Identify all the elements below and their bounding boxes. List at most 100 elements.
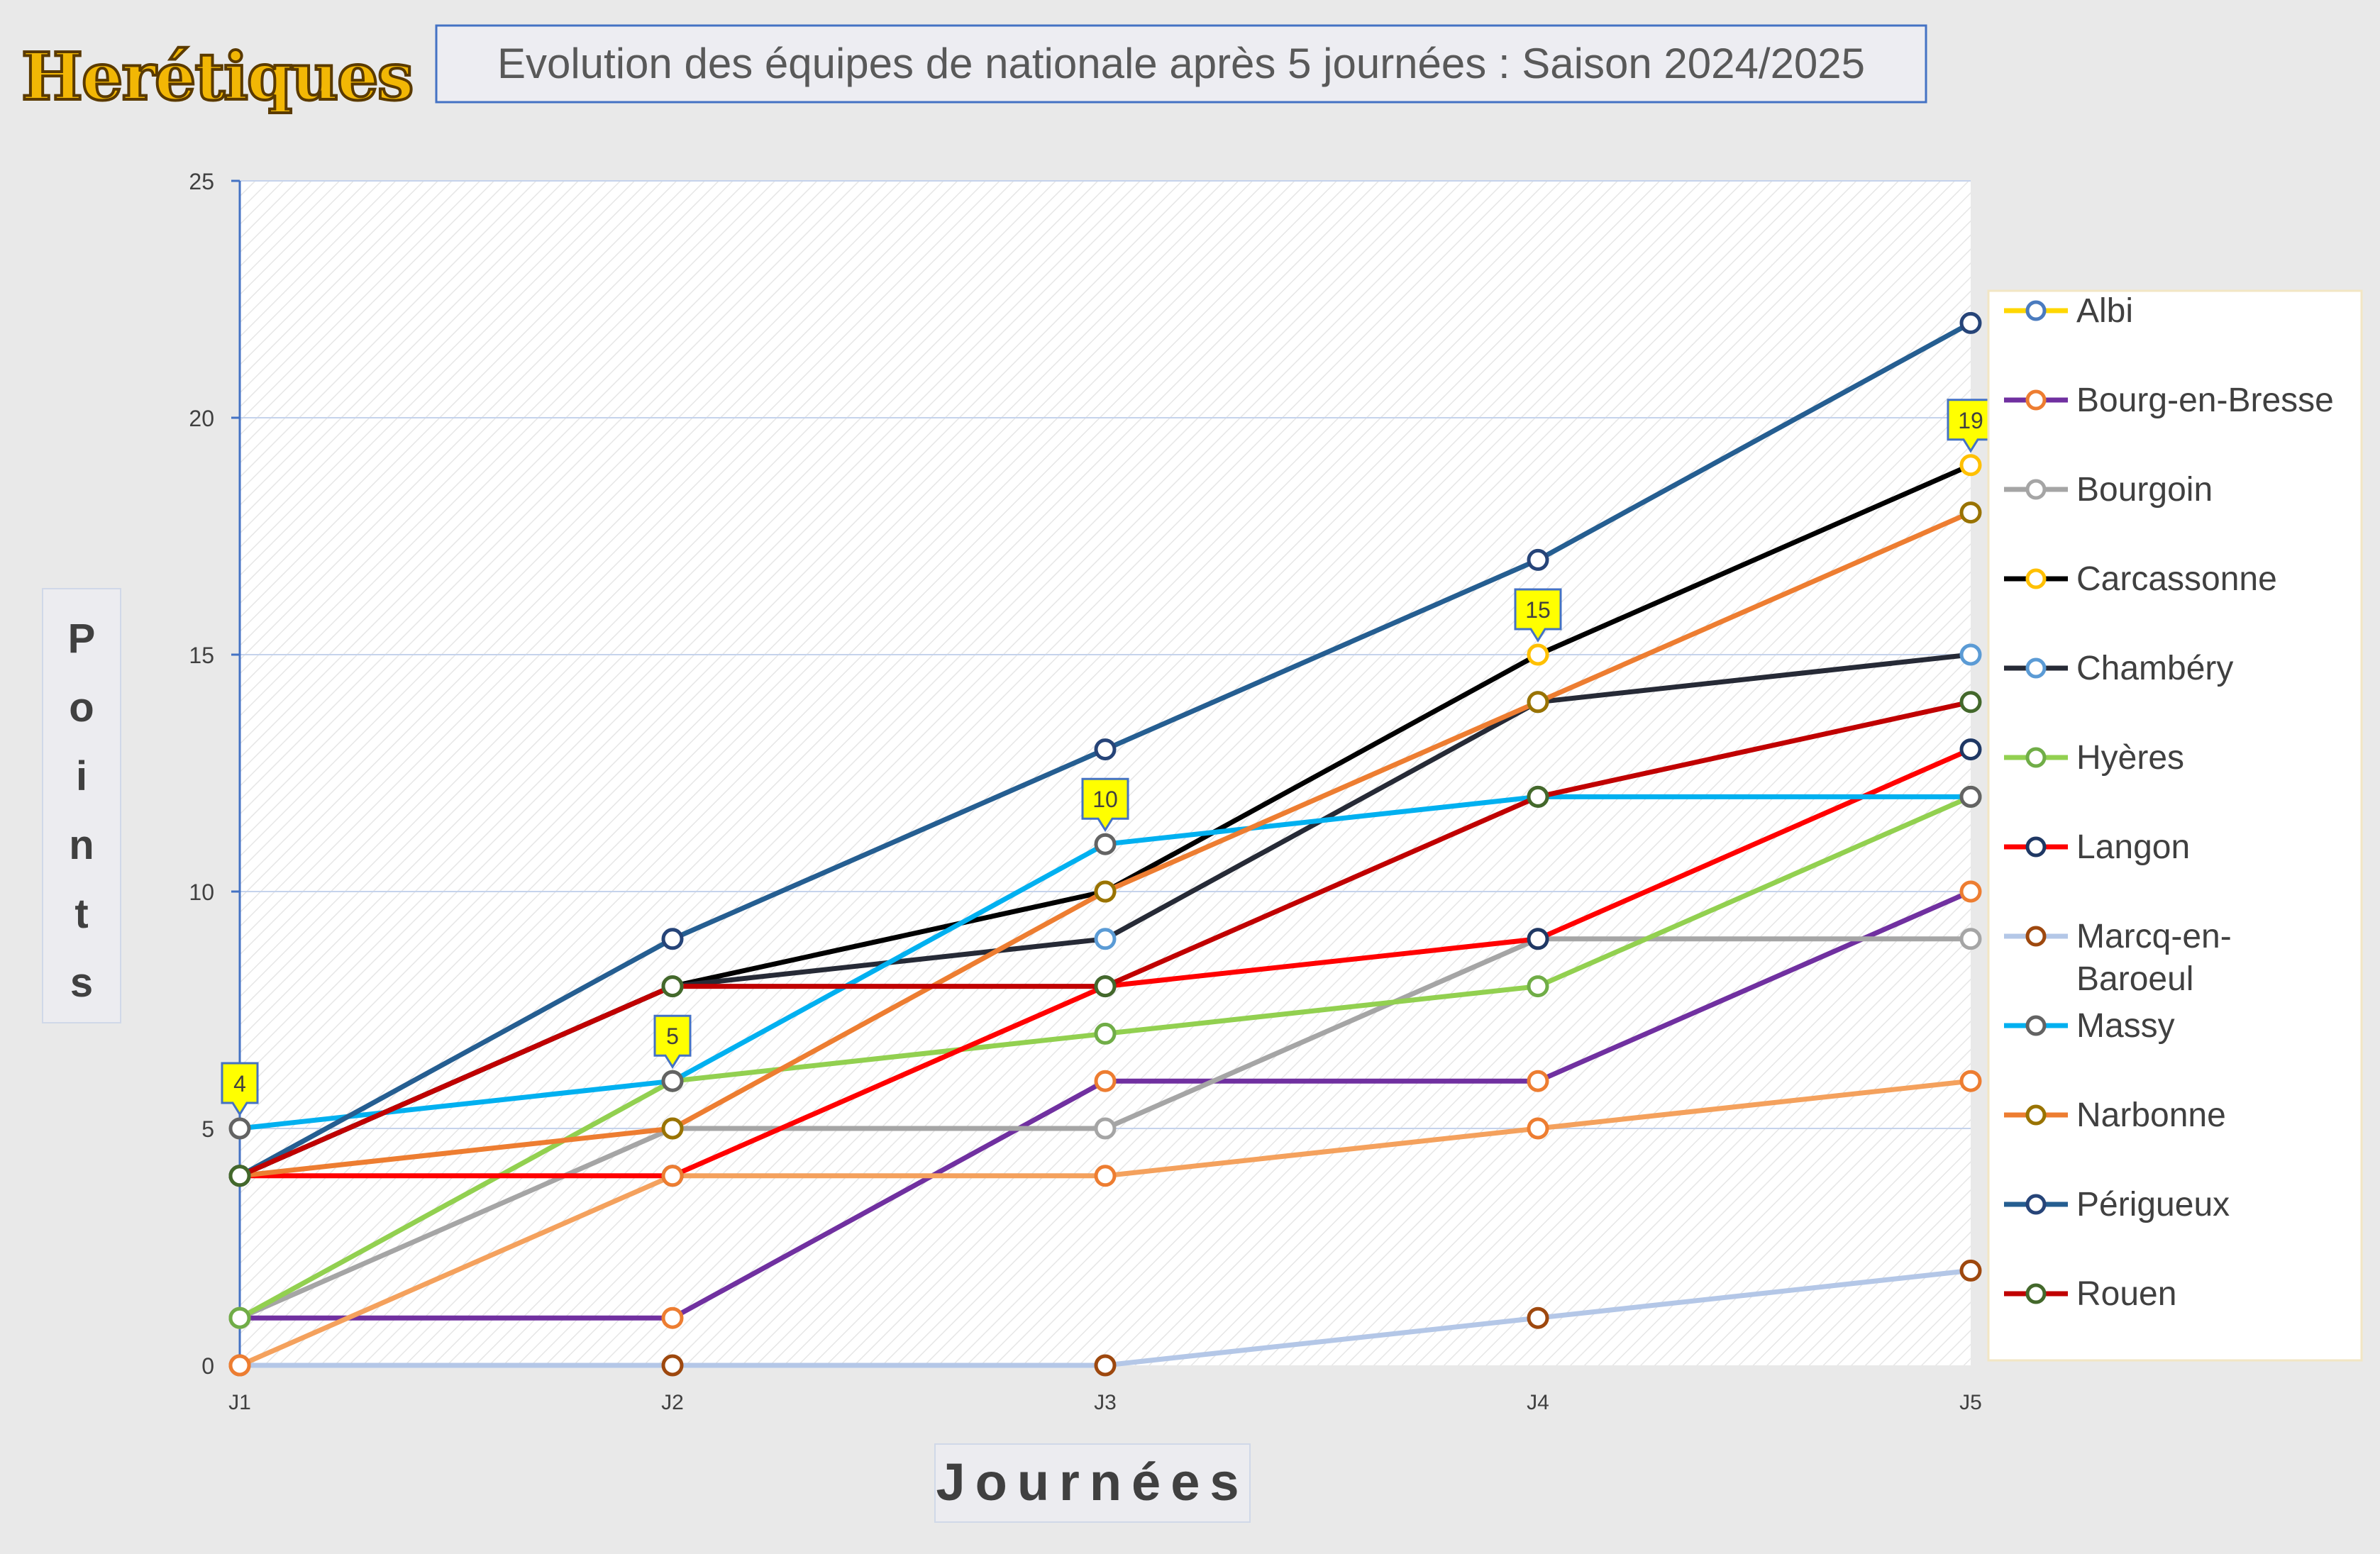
data-point xyxy=(1959,1070,1982,1092)
legend: Albi Bourg-en-Bresse Bourgoin Carcassonne Ch… xyxy=(1987,289,2363,1362)
data-point xyxy=(1959,311,1982,334)
y-axis-label-letter: t xyxy=(74,891,88,937)
data-point xyxy=(1527,691,1549,714)
data-point xyxy=(1959,454,1982,477)
data-point xyxy=(1959,880,1982,903)
y-tick-label-10: 10 xyxy=(189,879,214,905)
data-point xyxy=(1094,1022,1117,1045)
legend-label: Chambéry xyxy=(2076,650,2233,687)
callout-label: 4 xyxy=(221,1062,259,1116)
data-point xyxy=(1959,738,1982,761)
y-tick-label-15: 15 xyxy=(189,643,214,668)
data-point xyxy=(1094,833,1117,855)
data-point xyxy=(228,1165,251,1187)
x-tick-label-J3: J3 xyxy=(1094,1391,1117,1414)
legend-label: Bourg-en-Bresse xyxy=(2076,382,2334,419)
legend-item: Périgueux xyxy=(2004,1186,2230,1223)
y-axis-label-letter: n xyxy=(69,822,94,868)
legend-item: Rouen xyxy=(2004,1275,2176,1313)
legend-label: Albi xyxy=(2076,292,2133,330)
data-point xyxy=(661,975,684,998)
data-point xyxy=(661,1070,684,1092)
chart-title: Evolution des équipes de nationale après… xyxy=(497,40,1865,87)
data-point xyxy=(1527,975,1549,998)
callout-text: 5 xyxy=(666,1023,679,1049)
x-axis-label-box: Journées xyxy=(934,1443,1251,1523)
callout-text: 19 xyxy=(1958,408,1983,433)
legend-label: Rouen xyxy=(2076,1275,2176,1313)
logo-text: Herétiques xyxy=(21,38,412,115)
y-axis-label-letter: o xyxy=(69,684,94,731)
legend-item: Bourg-en-Bresse xyxy=(2004,382,2334,419)
y-tick-label-20: 20 xyxy=(189,406,214,431)
y-tick-label-0: 0 xyxy=(201,1353,214,1379)
legend-item: Chambéry xyxy=(2004,650,2233,687)
data-point xyxy=(1527,548,1549,571)
callout-text: 4 xyxy=(233,1071,246,1097)
legend-label: Massy xyxy=(2076,1007,2175,1045)
logo: Herétiques xyxy=(20,37,415,116)
legend-label: Langon xyxy=(2076,828,2190,866)
data-point xyxy=(1527,1117,1549,1140)
data-point xyxy=(1527,785,1549,808)
data-point xyxy=(661,1165,684,1187)
data-point xyxy=(1959,928,1982,950)
callout-label: 15 xyxy=(1514,588,1562,643)
series-layer xyxy=(228,311,1982,1377)
data-point xyxy=(661,1306,684,1329)
data-point xyxy=(1094,928,1117,950)
x-tick-label-J1: J1 xyxy=(228,1391,251,1414)
legend-label: Narbonne xyxy=(2076,1097,2226,1134)
data-point xyxy=(661,1354,684,1377)
legend-label: Carcassonne xyxy=(2076,560,2277,598)
data-point xyxy=(1094,1117,1117,1140)
annotation-layer: 4 5 10 15 19 xyxy=(221,399,1995,1116)
data-point xyxy=(1959,643,1982,666)
title-box: Evolution des équipes de nationale après… xyxy=(435,24,1927,104)
data-point xyxy=(1094,1354,1117,1377)
data-point xyxy=(1094,880,1117,903)
data-point xyxy=(1959,691,1982,714)
data-point xyxy=(1527,1070,1549,1092)
x-axis-label: Journées xyxy=(936,1453,1249,1511)
plot-area xyxy=(240,181,1971,1365)
legend-item: Massy xyxy=(2004,1007,2175,1045)
data-point xyxy=(228,1117,251,1140)
y-axis-label-letter: P xyxy=(68,616,96,662)
data-point xyxy=(1094,1070,1117,1092)
x-tick-label-J5: J5 xyxy=(1959,1391,1982,1414)
data-point xyxy=(1959,785,1982,808)
data-point xyxy=(228,1306,251,1329)
y-axis-label-letter: i xyxy=(76,753,87,799)
legend-item: Marcq-en-Baroeul xyxy=(2004,918,2232,998)
y-axis-label-letter: s xyxy=(70,960,93,1006)
legend-item: Narbonne xyxy=(2004,1097,2226,1134)
data-point xyxy=(1527,1306,1549,1329)
y-tick-label-25: 25 xyxy=(189,169,214,194)
data-point xyxy=(1094,975,1117,998)
legend-label: Marcq-en-Baroeul xyxy=(2076,918,2232,998)
data-point xyxy=(1094,738,1117,761)
data-point xyxy=(1959,501,1982,524)
callout-label: 19 xyxy=(1947,399,1995,453)
y-tick-label-5: 5 xyxy=(201,1116,214,1142)
callout-text: 15 xyxy=(1525,597,1551,623)
data-point xyxy=(1959,1259,1982,1282)
legend-item: Bourgoin xyxy=(2004,471,2213,509)
data-point xyxy=(661,928,684,950)
x-tick-label-J4: J4 xyxy=(1527,1391,1549,1414)
data-point xyxy=(1527,643,1549,666)
data-point xyxy=(228,1354,251,1377)
callout-label: 5 xyxy=(653,1014,692,1070)
callout-label: 10 xyxy=(1081,777,1129,833)
legend-label: Périgueux xyxy=(2076,1186,2230,1223)
legend-label: Bourgoin xyxy=(2076,471,2213,509)
callout-text: 10 xyxy=(1092,787,1118,812)
legend-item: Langon xyxy=(2004,828,2190,866)
data-point xyxy=(1094,1165,1117,1187)
data-point xyxy=(1527,928,1549,950)
legend-label: Hyères xyxy=(2076,739,2184,777)
legend-item: Hyères xyxy=(2004,739,2184,777)
